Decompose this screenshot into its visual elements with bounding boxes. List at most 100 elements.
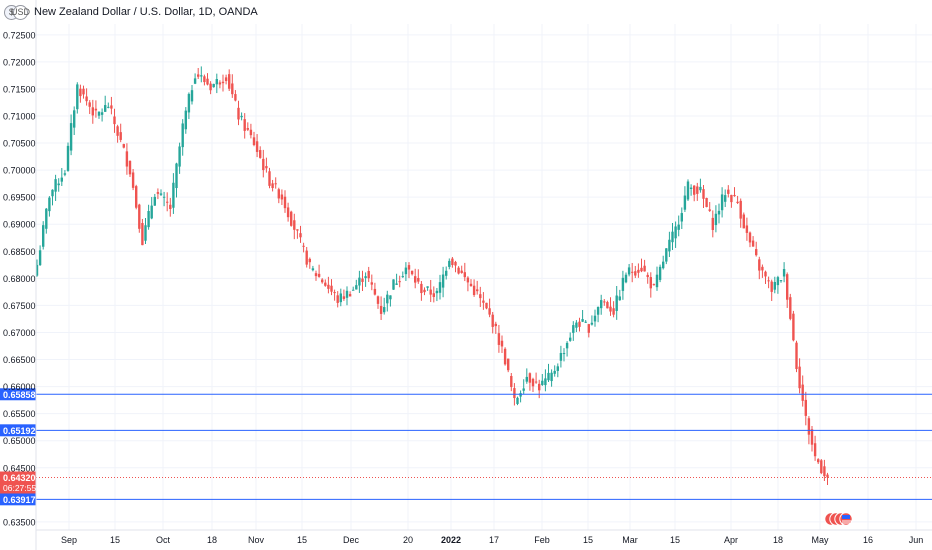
candle [190,85,194,105]
candle-body [268,171,271,186]
candle-body [283,196,287,209]
candle-body [82,88,85,95]
candle [485,302,488,310]
x-tick-label: 16 [863,535,873,545]
candle [789,293,792,321]
candle-body [575,322,578,328]
candle [534,372,538,384]
candle [705,197,708,208]
candle-body [255,141,259,152]
price-label: 0.63917 [3,495,36,505]
candle-body [606,302,609,309]
candle-body [736,201,739,203]
candle [634,265,637,278]
candle-body [104,105,107,112]
candle [804,391,807,426]
candle-body [218,82,222,85]
candle [454,260,457,273]
candle-body [717,210,721,215]
candle [624,272,628,284]
candle [131,169,135,191]
candle-body [528,373,532,383]
candle-body [497,333,501,345]
candle [237,100,240,126]
candle-body [677,224,680,230]
candle-body [280,194,284,200]
candle [348,291,352,297]
economic-events-icon[interactable] [824,512,854,526]
candle-body [166,201,169,203]
candle-body [91,107,94,116]
candle-body [438,282,442,293]
candle [553,365,556,377]
candle-body [522,388,525,391]
candle [820,459,823,475]
candle [361,270,364,292]
candle-body [711,217,714,230]
candle-body [69,123,73,151]
candle [665,248,668,265]
candle [609,297,612,316]
candle-body [181,123,184,148]
candle [321,278,324,284]
y-tick-label: 0.64500 [3,463,36,473]
candle [621,270,625,300]
candle [550,369,553,387]
candle-body [534,381,538,383]
x-tick-label: Apr [724,535,738,545]
candle [224,74,228,85]
candle-body [215,79,218,85]
candle-body [730,194,733,203]
candle [271,179,274,192]
last-price-box [0,471,36,494]
candle [339,288,342,307]
price-label-box [0,493,36,506]
candle-body [618,296,621,301]
candle-body [159,193,163,195]
candle [547,363,550,383]
candle-body [240,115,243,118]
candle [383,297,386,315]
candle [457,266,460,275]
candle-body [643,265,646,272]
candle [590,315,594,326]
candle [187,92,191,120]
candle-body [631,271,634,273]
candle-body [252,137,256,146]
candle-body [569,337,572,341]
candle [286,202,290,222]
candle-body [581,319,584,322]
candle [228,69,231,91]
x-axis[interactable]: Sep 15 Oct 18 Nov 15 Dec 20 2022 17 Feb 15 Mar 15 Apr 1… [36,529,932,545]
price-label: 0.65192 [3,426,36,436]
candle-body [640,267,643,272]
candle [135,184,138,210]
price-label-box [0,388,36,401]
candle-body [379,305,383,314]
candle [646,272,649,284]
candle [565,341,569,357]
candle [243,113,246,139]
candle [82,85,85,99]
candle [674,221,677,248]
candle [596,306,600,323]
candle-body [38,250,42,266]
price-label: 0.65858 [3,390,36,400]
candle [813,435,817,461]
candle [184,107,187,134]
candle [138,203,141,233]
candle-body [54,179,57,192]
candle-body [665,248,668,262]
candle [612,301,615,318]
candle [671,223,674,251]
candle [302,242,305,253]
y-axis[interactable]: 0.72500 0.72000 0.71500 0.71000 0.70500 0.700… [3,0,37,550]
candle-body [355,285,358,290]
candle [531,377,535,392]
y-tick-label: 0.63500 [3,517,36,527]
candle [255,134,259,158]
candle-body [330,285,333,292]
candle-body [314,273,318,277]
